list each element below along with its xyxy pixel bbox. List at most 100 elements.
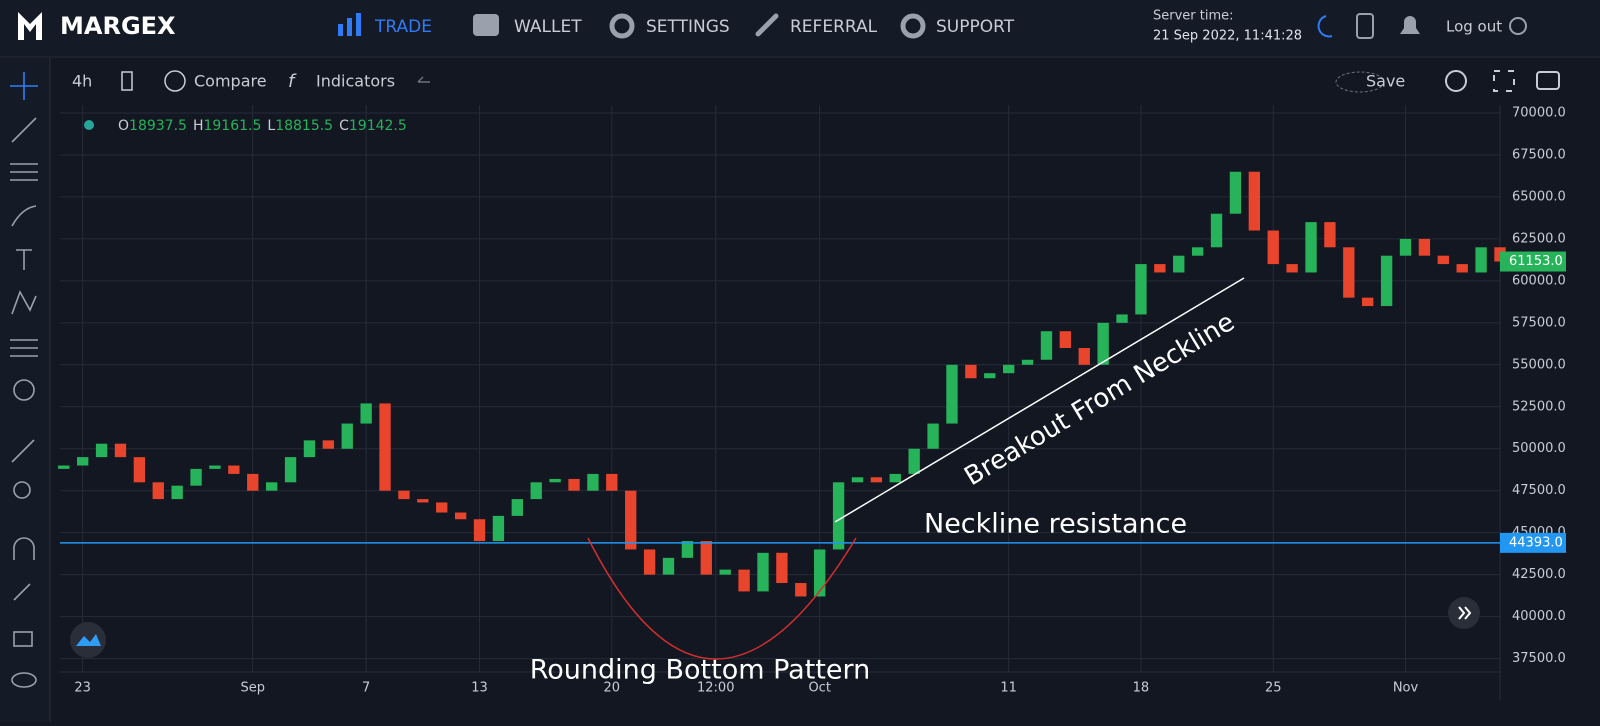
icon — [1458, 606, 1472, 620]
compare-icon — [164, 70, 186, 92]
icon — [755, 13, 779, 37]
y-tick-label: 37500.0 — [1512, 651, 1566, 666]
x-tick-label: Sep — [240, 681, 265, 696]
candle — [1116, 314, 1128, 323]
save-icon — [1335, 71, 1385, 93]
candle — [965, 364, 977, 379]
app-icon[interactable] — [1356, 13, 1374, 39]
undo[interactable] — [417, 76, 430, 83]
status-dot — [84, 120, 94, 130]
candle — [870, 477, 883, 483]
price-tag-label: 61153.0 — [1509, 254, 1563, 269]
candle — [927, 423, 939, 449]
candle — [1324, 222, 1336, 248]
interval[interactable]: 4h — [72, 72, 92, 91]
nav-item[interactable]: REFERRAL — [790, 17, 878, 37]
legend-value: 18815.5 — [275, 118, 333, 134]
candle — [1021, 359, 1034, 365]
y-tick-label: 60000.0 — [1512, 273, 1566, 288]
candle — [530, 482, 542, 500]
candle — [681, 541, 694, 558]
candle — [1191, 247, 1204, 256]
notifications[interactable] — [1400, 16, 1420, 34]
legend-value: 18937.5 — [129, 118, 187, 134]
settings[interactable] — [1445, 70, 1467, 92]
fullscreen[interactable] — [1493, 70, 1515, 92]
y-tick-label: 47500.0 — [1512, 483, 1566, 498]
x-tick-label: 25 — [1265, 681, 1282, 696]
candle — [776, 552, 788, 584]
y-tick-label: 52500.0 — [1512, 399, 1566, 414]
candle — [152, 482, 164, 500]
candle — [908, 448, 920, 474]
x-tick-label: 18 — [1133, 681, 1150, 696]
candle — [795, 583, 807, 597]
candle — [625, 490, 637, 550]
candle — [398, 490, 410, 500]
logo: MARGEX — [60, 12, 176, 40]
candle — [228, 465, 240, 474]
candle — [832, 482, 845, 550]
screenshot[interactable] — [1536, 71, 1560, 90]
candle — [1305, 222, 1317, 273]
candle — [1267, 230, 1279, 265]
indicators-icon: f — [288, 71, 297, 92]
save[interactable]: Save — [1366, 72, 1405, 91]
y-tick-label: 65000.0 — [1512, 189, 1566, 204]
annotation: Neckline resistance — [924, 509, 1187, 540]
price-tag — [1500, 251, 1566, 272]
y-tick-label: 70000.0 — [1512, 106, 1566, 121]
candle — [341, 423, 353, 449]
nav-item[interactable]: WALLET — [514, 17, 582, 37]
icon — [900, 13, 926, 39]
theme-toggle[interactable] — [1317, 15, 1333, 38]
candle — [1002, 364, 1015, 374]
candle — [77, 457, 89, 466]
icon — [338, 24, 343, 36]
candle — [190, 468, 202, 486]
candle — [265, 482, 278, 491]
icon — [347, 18, 352, 36]
ohlc-legend: O 18937.5 H 19161.5 L 18815.5 C 19142.5 — [118, 118, 407, 134]
chart-type[interactable] — [121, 71, 133, 91]
candle — [1418, 238, 1431, 256]
nav-item[interactable]: SETTINGS — [646, 17, 730, 37]
x-tick-label: 11 — [1000, 681, 1017, 696]
nav-item[interactable]: TRADE — [374, 17, 432, 37]
candle — [58, 465, 70, 469]
candle — [511, 499, 523, 516]
candle — [549, 478, 561, 483]
candle — [114, 443, 127, 458]
logo-icon — [18, 12, 42, 40]
candle — [303, 440, 316, 458]
y-tick-label: 50000.0 — [1512, 441, 1566, 456]
logout[interactable]: Log out — [1446, 18, 1502, 36]
compare[interactable]: Compare — [194, 72, 267, 91]
rounding-curve — [587, 537, 857, 660]
legend-value: 19142.5 — [349, 118, 407, 134]
x-tick-label: 12:00 — [697, 681, 734, 696]
legend-key: C — [339, 118, 349, 134]
icon — [473, 14, 499, 36]
y-tick-label: 42500.0 — [1512, 567, 1566, 582]
icon — [356, 13, 361, 36]
candle — [889, 473, 901, 483]
server-time-label: Server time: — [1153, 9, 1234, 24]
candle — [643, 549, 656, 575]
candle — [473, 519, 486, 542]
x-tick-label: Oct — [808, 681, 830, 696]
candle — [1399, 238, 1412, 256]
x-tick-label: 23 — [74, 681, 91, 696]
breakout-line — [834, 277, 1245, 523]
candle — [984, 373, 996, 379]
candle — [1154, 264, 1166, 273]
nav-item[interactable]: SUPPORT — [936, 17, 1015, 37]
candle — [417, 499, 429, 503]
indicators[interactable]: Indicators — [316, 72, 395, 91]
y-tick-label: 40000.0 — [1512, 609, 1566, 624]
candle — [946, 364, 958, 424]
drawing-tools[interactable] — [10, 72, 38, 688]
logout-icon[interactable] — [1509, 17, 1527, 35]
